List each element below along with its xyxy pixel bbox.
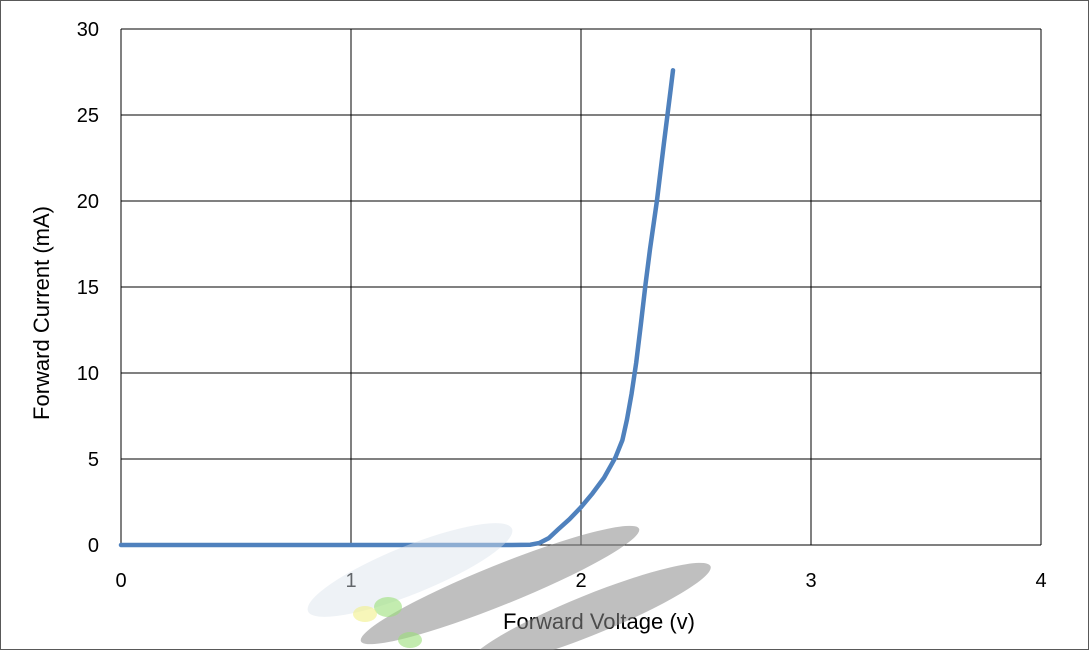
x-tick-label: 4 (1035, 570, 1046, 592)
x-tick-label: 1 (345, 570, 356, 592)
y-tick-label: 20 (77, 191, 99, 213)
x-tick-label: 2 (575, 570, 586, 592)
x-tick-label: 0 (115, 570, 126, 592)
y-tick-label: 0 (88, 535, 99, 557)
y-tick-label: 25 (77, 105, 99, 127)
x-axis-title: Forward Voltage (v) (503, 609, 695, 634)
y-tick-label: 10 (77, 363, 99, 385)
y-axis-title: Forward Current (mA) (29, 206, 54, 420)
gridlines (120, 28, 1042, 546)
y-tick-label: 30 (77, 19, 99, 41)
tick-labels: 0 1 2 3 4 0 5 10 15 20 25 30 (77, 19, 1047, 592)
x-tick-label: 3 (805, 570, 816, 592)
y-tick-label: 5 (88, 449, 99, 471)
y-tick-label: 15 (77, 277, 99, 299)
